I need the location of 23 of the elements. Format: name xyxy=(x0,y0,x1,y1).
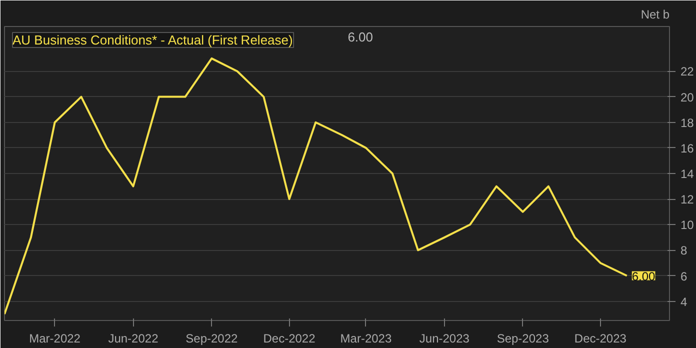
y-tick-label: 4 xyxy=(680,294,688,309)
y-tick-label: 10 xyxy=(680,218,694,232)
text: AU Business Conditions* - Actual (First Release) xyxy=(12,32,293,48)
y-tick-label: 20 xyxy=(680,90,694,104)
x-tick-label: Dec-2023 xyxy=(574,332,627,346)
x-tick-label: Mar-2023 xyxy=(340,332,392,346)
x-tick-label: Sep-2022 xyxy=(186,332,238,346)
annotation: 6.00 xyxy=(632,269,656,284)
y-tick-label: 22 xyxy=(680,64,694,79)
y-tick-label: 18 xyxy=(680,116,694,130)
line-series xyxy=(4,57,628,316)
x-tick-label: Jun-2023 xyxy=(419,332,470,346)
y-tick-label: 14 xyxy=(680,167,694,181)
y-axis-title: Net b xyxy=(640,8,670,22)
y-tick-label: 6 xyxy=(680,269,688,284)
y-tick-label: 16 xyxy=(680,141,694,156)
y-tick-label: 8 xyxy=(680,244,688,258)
x-tick-label: Mar-2022 xyxy=(29,332,81,346)
x-tick-label: Jun-2022 xyxy=(108,332,159,346)
x-tick-label: Dec-2022 xyxy=(263,332,316,346)
x-tick-label: Sep-2023 xyxy=(496,332,550,346)
annotation: 6.00 xyxy=(348,30,374,44)
y-tick-label: 12 xyxy=(680,192,694,207)
